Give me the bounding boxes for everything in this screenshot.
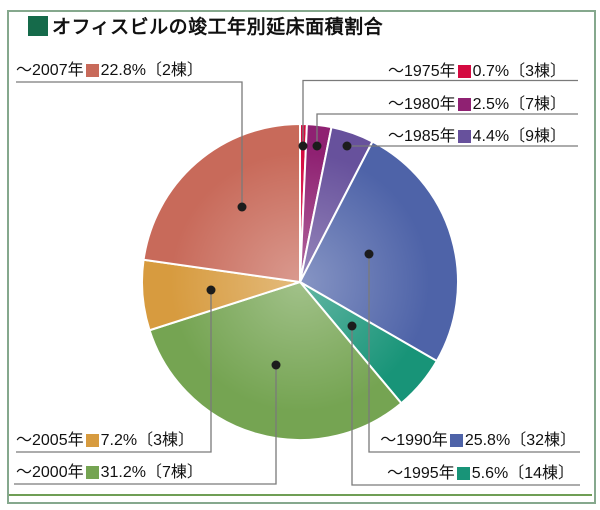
leader-line-y1975 bbox=[302, 79, 578, 146]
label-1980-value: 2.5% bbox=[472, 96, 510, 113]
label-2007-count: 〔2棟〕 bbox=[145, 62, 203, 79]
label-2005-count: 〔3棟〕 bbox=[137, 432, 194, 449]
label-1980-count: 〔7棟〕 bbox=[509, 96, 566, 113]
label-1995-count: 〔14棟〕 bbox=[508, 465, 574, 482]
bottom-divider-rule bbox=[9, 494, 592, 496]
label-1990-count: 〔32棟〕 bbox=[510, 432, 576, 449]
label-2000-year: ～2000年 bbox=[16, 464, 84, 481]
label-2007: ～2007年 22.8% 〔2棟〕 bbox=[16, 61, 203, 80]
label-1990-value: 25.8% bbox=[464, 432, 511, 449]
callout-dot-y1975 bbox=[298, 141, 308, 151]
title-bullet-icon bbox=[28, 15, 48, 36]
label-1985-swatch bbox=[457, 130, 471, 143]
label-2005-swatch bbox=[85, 434, 99, 447]
callout-dot-y2007 bbox=[237, 202, 247, 212]
label-1975-count: 〔3棟〕 bbox=[509, 63, 566, 80]
label-2000-swatch bbox=[85, 466, 99, 479]
label-1995-value: 5.6% bbox=[471, 465, 509, 482]
label-2005: ～2005年 7.2% 〔3棟〕 bbox=[16, 431, 194, 450]
leader-line-y2007 bbox=[16, 81, 243, 207]
label-1985-year: ～1985年 bbox=[388, 128, 456, 145]
label-1975-swatch bbox=[457, 65, 471, 78]
label-1975-value: 0.7% bbox=[472, 63, 510, 80]
callout-dot-y1995 bbox=[347, 321, 357, 331]
label-2000-count: 〔7棟〕 bbox=[145, 464, 203, 481]
label-1980-swatch bbox=[457, 98, 471, 111]
label-2000: ～2000年 31.2% 〔7棟〕 bbox=[16, 463, 203, 482]
label-1985-count: 〔9棟〕 bbox=[509, 128, 566, 145]
label-2005-year: ～2005年 bbox=[16, 432, 84, 449]
label-2007-swatch bbox=[85, 64, 99, 77]
label-1995: ～1995年 5.6% 〔14棟〕 bbox=[387, 464, 574, 483]
label-1990-swatch bbox=[449, 434, 463, 447]
label-1975-year: ～1975年 bbox=[388, 63, 456, 80]
label-1990: ～1990年 25.8% 〔32棟〕 bbox=[380, 431, 576, 450]
leader-line-y1995 bbox=[351, 326, 580, 486]
label-1995-swatch bbox=[456, 467, 470, 480]
label-2007-year: ～2007年 bbox=[16, 62, 84, 79]
label-2007-value: 22.8% bbox=[100, 62, 146, 79]
label-1985: ～1985年 4.4% 〔9棟〕 bbox=[388, 127, 566, 146]
leader-line-y2000 bbox=[14, 365, 277, 485]
leader-line-y2005 bbox=[16, 290, 212, 453]
callout-dot-y1980 bbox=[312, 141, 322, 151]
callout-dot-y2005 bbox=[206, 285, 216, 295]
pie-sheen-overlay bbox=[142, 124, 458, 440]
callout-dot-y2000 bbox=[271, 360, 281, 370]
leader-line-y1990 bbox=[368, 254, 580, 453]
callout-dot-y1990 bbox=[364, 249, 374, 259]
callout-dot-y1985 bbox=[342, 141, 352, 151]
label-1980-year: ～1980年 bbox=[388, 96, 456, 113]
label-1985-value: 4.4% bbox=[472, 128, 510, 145]
label-1975: ～1975年 0.7% 〔3棟〕 bbox=[388, 62, 566, 81]
label-1995-year: ～1995年 bbox=[387, 465, 455, 482]
chart-title-row: オフィスビルの竣工年別延床面積割合 bbox=[28, 12, 383, 39]
label-2000-value: 31.2% bbox=[100, 464, 146, 481]
leader-line-y1980 bbox=[316, 113, 578, 146]
label-1980: ～1980年 2.5% 〔7棟〕 bbox=[388, 95, 566, 114]
label-2005-value: 7.2% bbox=[100, 432, 138, 449]
label-1990-year: ～1990年 bbox=[380, 432, 448, 449]
page-title: オフィスビルの竣工年別延床面積割合 bbox=[52, 17, 384, 38]
